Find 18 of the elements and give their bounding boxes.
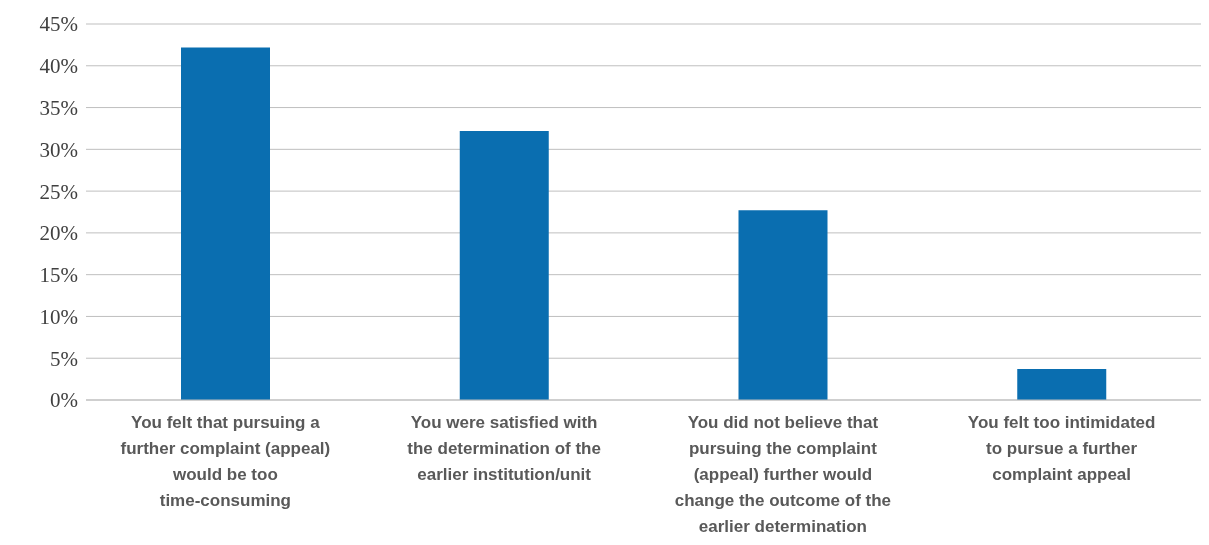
y-tick-label: 45% (39, 12, 78, 37)
y-tick-label: 10% (39, 304, 78, 329)
bar (738, 210, 828, 400)
y-tick-label: 30% (39, 137, 78, 162)
y-tick-label: 15% (39, 263, 78, 288)
y-tick-label: 20% (39, 221, 78, 246)
bar (1017, 369, 1107, 400)
y-tick-label: 0% (50, 388, 78, 413)
y-tick-label: 40% (39, 54, 78, 79)
x-tick-label: You did not believe that pursuing the complaint (appeal) further would change the outcome of the earlier determination (674, 413, 892, 536)
x-tick-label: You felt that pursuing a further complaint (appeal) would be too time-consuming (120, 413, 331, 510)
y-tick-label: 25% (39, 179, 78, 204)
y-tick-label: 35% (39, 96, 78, 121)
y-tick-label: 5% (50, 346, 78, 371)
bar (459, 130, 549, 400)
x-tick-label: You were satisfied with the determination of the earlier institution/unit (407, 413, 601, 484)
bar (181, 47, 270, 400)
x-tick-label: You felt too intimidated to pursue a further complaint appeal (967, 413, 1156, 484)
